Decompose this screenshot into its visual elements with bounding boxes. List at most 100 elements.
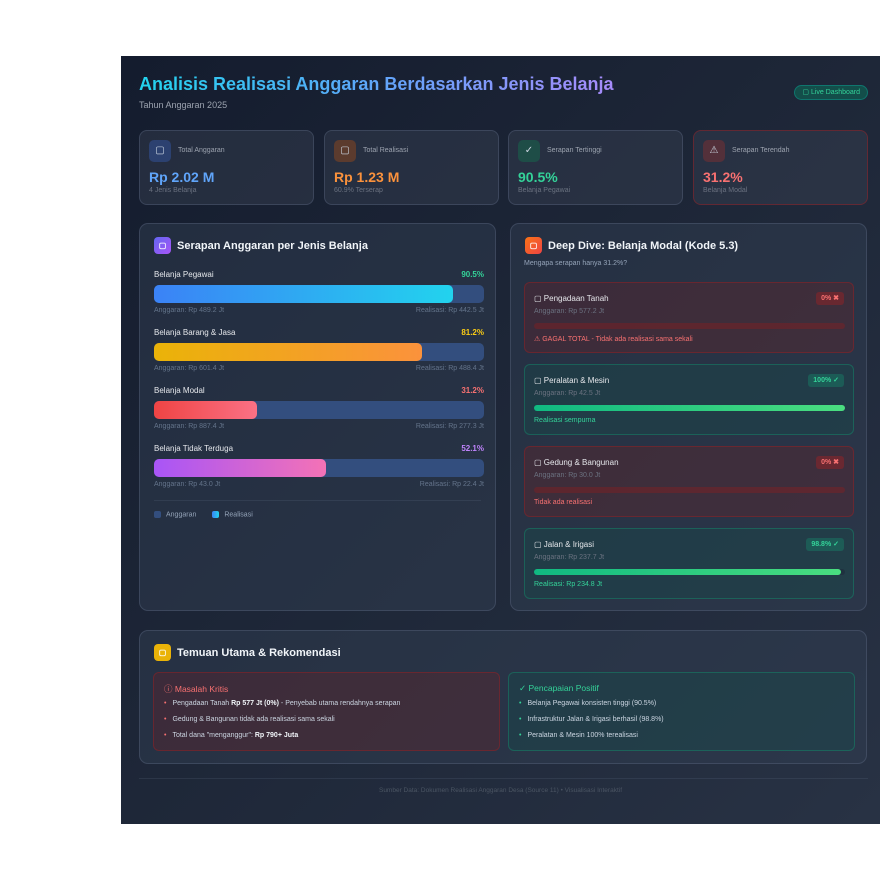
kpi-card: ▢ Total Realisasi Rp 1.23 M 60.9% Terser… [324, 130, 499, 205]
kpi-value: 90.5% [518, 169, 558, 185]
positif-item: Belanja Pegawai konsisten tinggi (90.5%) [519, 700, 664, 716]
progress-track [534, 569, 845, 575]
check-icon: ✓ [518, 140, 540, 162]
sub-item-note: Tidak ada realisasi [534, 499, 593, 506]
sub-item-name: ▢ Pengadaan Tanah [534, 294, 609, 303]
kpi-sub: 4 Jenis Belanja [149, 187, 197, 194]
status-badge: 98.8% ✓ [806, 538, 844, 551]
realisasi-bar [154, 343, 422, 361]
realisasi-value: Realisasi: Rp 277.3 Jt [415, 423, 484, 430]
status-badge: 0% ✖ [816, 292, 844, 305]
building-icon: ▢ [525, 237, 542, 254]
pencapaian-positif-title: ✓ Pencapaian Positif [519, 683, 599, 693]
bar-percent: 81.2% [461, 328, 484, 337]
sub-item-note: Realisasi: Rp 234.8 Jt [534, 581, 603, 588]
anggaran-bar [154, 401, 484, 419]
sub-item-note: Realisasi sempurna [534, 417, 596, 424]
positif-item: Peralatan & Mesin 100% terealisasi [519, 732, 664, 748]
kpi-label: Serapan Tertinggi [547, 147, 602, 154]
masalah-kritis-title: ⓘ Masalah Kritis [164, 684, 229, 694]
pencapaian-positif-box: ✓ Pencapaian Positif Belanja Pegawai kon… [508, 672, 855, 751]
anggaran-value: Anggaran: Rp 489.2 Jt [154, 307, 225, 314]
progress-fill [534, 405, 845, 411]
sub-item-note: ⚠ GAGAL TOTAL - Tidak ada realisasi sama… [534, 336, 693, 343]
kpi-sub: Belanja Modal [703, 187, 748, 194]
sub-item-name: ▢ Peralatan & Mesin [534, 376, 610, 385]
sub-item-anggaran: Anggaran: Rp 237.7 Jt [534, 554, 605, 561]
kritis-item: Total dana "menganggur": Rp 790+ Juta [164, 732, 400, 748]
dashboard: Analisis Realisasi Anggaran Berdasarkan … [121, 56, 880, 824]
bar-percent: 90.5% [461, 270, 484, 279]
status-badge: 0% ✖ [816, 456, 844, 469]
progress-track [534, 323, 845, 329]
kpi-value: 31.2% [703, 169, 743, 185]
panel-title: Deep Dive: Belanja Modal (Kode 5.3) [548, 239, 739, 252]
legend-realisasi: Realisasi [212, 511, 253, 518]
footer-source: Sumber Data: Dokumen Realisasi Anggaran … [378, 787, 622, 794]
anggaran-bar [154, 285, 484, 303]
realisasi-bar [154, 285, 453, 303]
deepdive-panel: ▢ Deep Dive: Belanja Modal (Kode 5.3) Men… [510, 223, 867, 611]
anggaran-bar [154, 459, 484, 477]
page-subtitle: Tahun Anggaran 2025 [139, 100, 228, 110]
panel-title: Serapan Anggaran per Jenis Belanja [177, 239, 368, 252]
sub-item-anggaran: Anggaran: Rp 42.5 Jt [534, 390, 601, 397]
realisasi-value: Realisasi: Rp 488.4 Jt [415, 365, 484, 372]
sub-item-anggaran: Anggaran: Rp 30.0 Jt [534, 472, 601, 479]
anggaran-value: Anggaran: Rp 601.4 Jt [154, 365, 225, 372]
progress-track [534, 405, 845, 411]
sub-item-card: ▢ Gedung & Bangunan 0% ✖ Anggaran: Rp 30… [524, 446, 854, 517]
bar-row: Belanja Barang & Jasa 81.2% Anggaran: Rp… [154, 328, 484, 372]
kpi-sub: Belanja Pegawai [518, 187, 571, 194]
masalah-kritis-box: ⓘ Masalah Kritis Pengadaan Tanah Rp 577 … [153, 672, 500, 751]
sub-item-name: ▢ Gedung & Bangunan [534, 458, 619, 467]
sub-item-card: ▢ Pengadaan Tanah 0% ✖ Anggaran: Rp 577.… [524, 282, 854, 353]
bar-row: Belanja Pegawai 90.5% Anggaran: Rp 489.2… [154, 270, 484, 314]
legend-anggaran: Anggaran [154, 511, 196, 518]
sub-item-card: ▢ Jalan & Irigasi 98.8% ✓ Anggaran: Rp 2… [524, 528, 854, 599]
temuan-panel: ▢ Temuan Utama & Rekomendasi ⓘ Masalah Kr… [139, 630, 867, 764]
bar-label: Belanja Modal [154, 386, 205, 395]
legend: Anggaran Realisasi [154, 511, 253, 518]
panel-subtitle: Mengapa serapan hanya 31.2%? [524, 260, 628, 267]
realisasi-bar [154, 459, 326, 477]
status-badge: 100% ✓ [808, 374, 844, 387]
kpi-card: ▢ Total Anggaran Rp 2.02 M 4 Jenis Belan… [139, 130, 314, 205]
anggaran-value: Anggaran: Rp 887.4 Jt [154, 423, 225, 430]
anggaran-bar [154, 343, 484, 361]
progress-fill [534, 569, 842, 575]
kritis-item: Gedung & Bangunan tidak ada realisasi sa… [164, 716, 400, 732]
sub-item-card: ▢ Peralatan & Mesin 100% ✓ Anggaran: Rp … [524, 364, 854, 435]
money-icon: ▢ [334, 140, 356, 162]
bar-row: Belanja Modal 31.2% Anggaran: Rp 887.4 J… [154, 386, 484, 430]
panel-title: Temuan Utama & Rekomendasi [177, 646, 341, 659]
realisasi-value: Realisasi: Rp 442.5 Jt [415, 307, 484, 314]
kpi-sub: 60.9% Terserap [334, 187, 383, 194]
bar-label: Belanja Tidak Terduga [154, 444, 234, 453]
serapan-panel: ▢ Serapan Anggaran per Jenis Belanja Bela… [139, 223, 496, 611]
bar-label: Belanja Barang & Jasa [154, 328, 236, 337]
progress-track [534, 487, 845, 493]
kpi-value: Rp 1.23 M [334, 169, 400, 185]
sub-item-anggaran: Anggaran: Rp 577.2 Jt [534, 308, 605, 315]
bar-row: Belanja Tidak Terduga 52.1% Anggaran: Rp… [154, 444, 484, 488]
kpi-label: Total Realisasi [363, 147, 409, 154]
kpi-label: Serapan Terendah [732, 147, 790, 154]
kpi-label: Total Anggaran [178, 147, 225, 154]
live-dashboard-badge[interactable]: ▢ Live Dashboard [794, 85, 868, 100]
bar-percent: 52.1% [461, 444, 484, 453]
kritis-item: Pengadaan Tanah Rp 577 Jt (0%) - Penyeba… [164, 700, 400, 716]
kpi-card: ✓ Serapan Tertinggi 90.5% Belanja Pegawa… [508, 130, 683, 205]
bar-percent: 31.2% [461, 386, 484, 395]
realisasi-bar [154, 401, 257, 419]
lightbulb-icon: ▢ [154, 644, 171, 661]
sub-item-name: ▢ Jalan & Irigasi [534, 540, 595, 549]
realisasi-value: Realisasi: Rp 22.4 Jt [419, 481, 484, 488]
page-title: Analisis Realisasi Anggaran Berdasarkan … [139, 74, 614, 94]
kpi-card: ⚠ Serapan Terendah 31.2% Belanja Modal [693, 130, 868, 205]
bar-label: Belanja Pegawai [154, 270, 214, 279]
positif-item: Infrastruktur Jalan & Irigasi berhasil (… [519, 716, 663, 732]
wallet-icon: ▢ [149, 140, 171, 162]
chart-icon: ▢ [154, 237, 171, 254]
kpi-value: Rp 2.02 M [149, 169, 215, 185]
